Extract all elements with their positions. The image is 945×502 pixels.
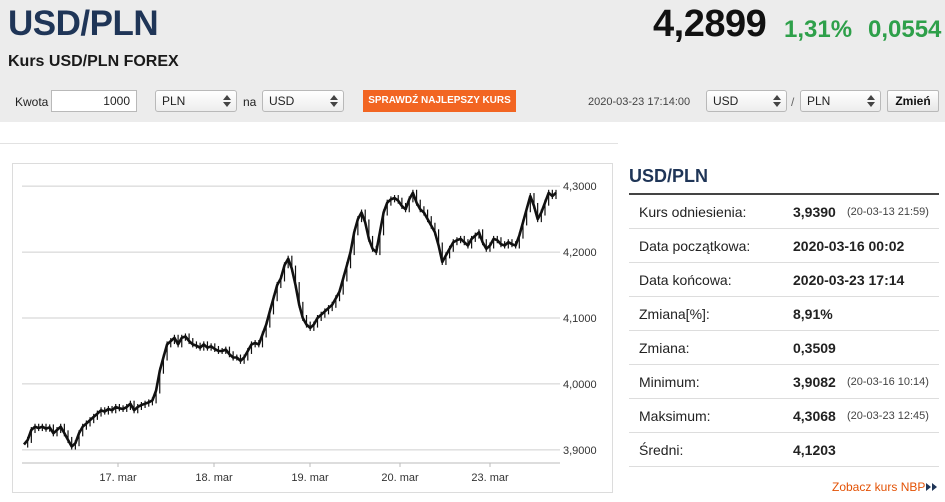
pair-separator: / [791, 95, 795, 109]
info-value: 4,1203 [793, 442, 836, 458]
info-row-end-date: Data końcowa: 2020-03-23 17:14 [629, 263, 939, 297]
amount-label: Kwota [15, 95, 49, 109]
info-value: 3,9082 [793, 374, 836, 390]
quote-currency-value: PLN [807, 94, 831, 108]
info-key: Zmiana[%]: [639, 306, 710, 322]
info-value: 4,3068 [793, 408, 836, 424]
info-row-reference: Kurs odniesienia: 3,9390 (20-03-13 21:59… [629, 195, 939, 229]
info-row-change-pct: Zmiana[%]: 8,91% [629, 297, 939, 331]
y-tick-label: 3,9000 [563, 445, 597, 457]
info-value: 2020-03-23 17:14 [793, 272, 905, 288]
x-tick-label: 18. mar [195, 472, 233, 484]
y-tick-label: 4,2000 [563, 247, 597, 259]
page-subtitle: Kurs USD/PLN FOREX [8, 53, 179, 70]
base-currency-select[interactable]: USD [706, 90, 787, 112]
info-value: 2020-03-16 00:02 [793, 238, 905, 254]
to-label: na [243, 95, 257, 109]
chart-panel [0, 143, 618, 502]
base-currency-value: USD [713, 94, 739, 108]
info-key: Maksimum: [639, 408, 711, 424]
info-key: Minimum: [639, 374, 700, 390]
info-value: 3,9390 [793, 204, 836, 220]
y-tick-label: 4,1000 [563, 313, 597, 325]
info-key: Kurs odniesienia: [639, 204, 747, 220]
nbp-rate-link[interactable]: Zobacz kurs NBP [832, 480, 926, 494]
best-rate-button[interactable]: SPRAWDŹ NAJLEPSZY KURS [363, 90, 516, 112]
info-row-change: Zmiana: 0,3509 [629, 331, 939, 365]
x-tick-label: 17. mar [99, 472, 137, 484]
quote-timestamp: 2020-03-23 17:14:00 [588, 96, 691, 108]
select-arrows-icon [330, 94, 338, 108]
info-row-minimum: Minimum: 3,9082 (20-03-16 10:14) [629, 365, 939, 399]
y-tick-label: 4,0000 [563, 379, 597, 391]
from-currency-value: PLN [162, 94, 186, 108]
info-row-maximum: Maksimum: 4,3068 (20-03-23 12:45) [629, 399, 939, 433]
info-time: (20-03-13 21:59) [847, 206, 929, 218]
x-tick-label: 19. mar [291, 472, 329, 484]
info-title: USD/PLN [629, 166, 709, 186]
current-price: 4,2899 [653, 3, 767, 45]
top-bar: USD/PLN Kurs USD/PLN FOREX 4,2899 1,31% … [0, 0, 945, 122]
select-arrows-icon [867, 94, 875, 108]
price-chart[interactable]: 3,9000 4,0000 4,1000 4,2000 4,3000 17. mar 18.… [12, 163, 613, 493]
amount-input[interactable]: 1000 [51, 90, 137, 112]
info-key: Data początkowa: [639, 238, 751, 254]
double-chevron-right-icon[interactable] [926, 483, 938, 491]
change-pair-button[interactable]: Zmień [887, 90, 939, 112]
page-title: USD/PLN [8, 4, 159, 43]
quote-currency-select[interactable]: PLN [800, 90, 881, 112]
change-absolute: 0,0554 [868, 16, 942, 43]
chart-frame [12, 163, 613, 493]
info-time: (20-03-16 10:14) [847, 376, 929, 388]
x-tick-label: 23. mar [471, 472, 509, 484]
info-key: Zmiana: [639, 340, 690, 356]
info-key: Data końcowa: [639, 272, 732, 288]
change-percent: 1,31% [784, 16, 853, 43]
to-currency-value: USD [269, 94, 295, 108]
select-arrows-icon [773, 94, 781, 108]
info-divider [629, 193, 939, 195]
select-arrows-icon [223, 94, 231, 108]
to-currency-select[interactable]: USD [262, 90, 344, 112]
info-row-start-date: Data początkowa: 2020-03-16 00:02 [629, 229, 939, 263]
info-value: 8,91% [793, 306, 833, 322]
info-key: Średni: [639, 442, 684, 458]
from-currency-select[interactable]: PLN [155, 90, 237, 112]
info-row-average: Średni: 4,1203 [629, 433, 939, 467]
info-value: 0,3509 [793, 340, 836, 356]
price-line [22, 191, 557, 448]
x-tick-label: 20. mar [381, 472, 419, 484]
y-tick-label: 4,3000 [563, 181, 597, 193]
info-time: (20-03-23 12:45) [847, 410, 929, 422]
